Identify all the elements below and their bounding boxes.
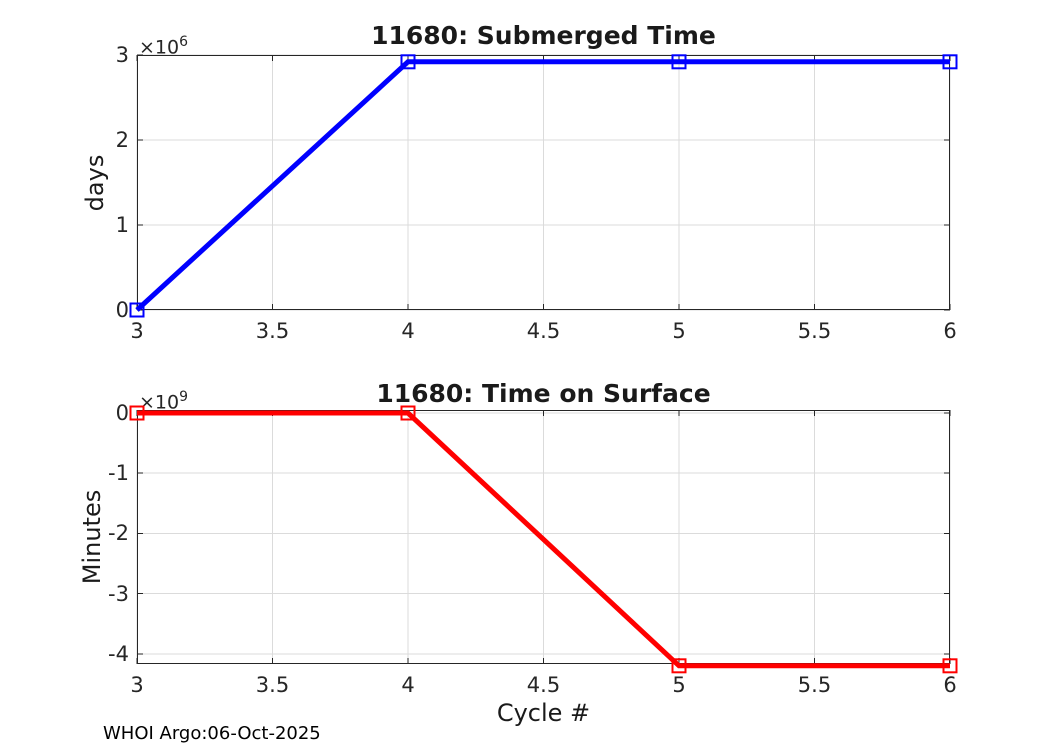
plot1-x-tick-label: 3.5 [255, 319, 290, 343]
plot1-y-tick-label: 3 [115, 43, 129, 67]
plot2-y-exponent: ×109 [139, 389, 188, 413]
plot2-x-tick-label: 4.5 [526, 673, 561, 697]
plot1-y-tick-label: 0 [115, 298, 129, 322]
plot1-x-tick-label: 4.5 [526, 319, 561, 343]
plot2-y-tick-label: -4 [108, 641, 129, 666]
plot2-title: 11680: Time on Surface [376, 379, 711, 408]
plot2-y-tick-label: 0 [115, 401, 129, 425]
plot1-y-exponent-base: ×10 [139, 36, 180, 59]
plot2-axes-area [129, 405, 958, 674]
plot2-x-tick-label: 3.5 [255, 673, 290, 697]
plot1-y-tick-label: 1 [115, 213, 129, 237]
plot2-x-tick-label: 6 [943, 673, 957, 697]
plot2-x-tick-label: 5.5 [797, 673, 832, 697]
plot2-y-tick-label: -3 [108, 581, 129, 606]
plot2-x-tick-label: 3 [130, 673, 144, 697]
plot1-ylabel: days [81, 154, 109, 212]
plot1-x-tick-label: 4 [401, 319, 415, 343]
plot1-x-tick-label: 6 [943, 319, 957, 343]
plot1-x-tick-label: 5.5 [797, 319, 832, 343]
plot2-y-tick-label: -2 [108, 521, 129, 546]
plot2-y-exponent-base: ×10 [139, 391, 180, 414]
x-axis-label: Cycle # [496, 699, 591, 727]
plot1-y-exponent: ×106 [139, 34, 188, 58]
plot1-x-tick-label: 3 [130, 319, 144, 343]
plot1-axes-area [129, 54, 958, 318]
plot1-y-tick-label: 2 [115, 128, 129, 152]
plot2-x-tick-label: 4 [401, 673, 415, 697]
plot1-x-tick-label: 5 [672, 319, 686, 343]
plot2-y-tick-label: -1 [108, 461, 129, 486]
plot1-title: 11680: Submerged Time [371, 21, 716, 50]
plot1-y-exponent-sup: 6 [179, 34, 189, 50]
plot2-y-exponent-sup: 9 [179, 389, 189, 405]
plot2-x-tick-label: 5 [672, 673, 686, 697]
watermark-text: WHOI Argo:06-Oct-2025 [103, 723, 321, 744]
